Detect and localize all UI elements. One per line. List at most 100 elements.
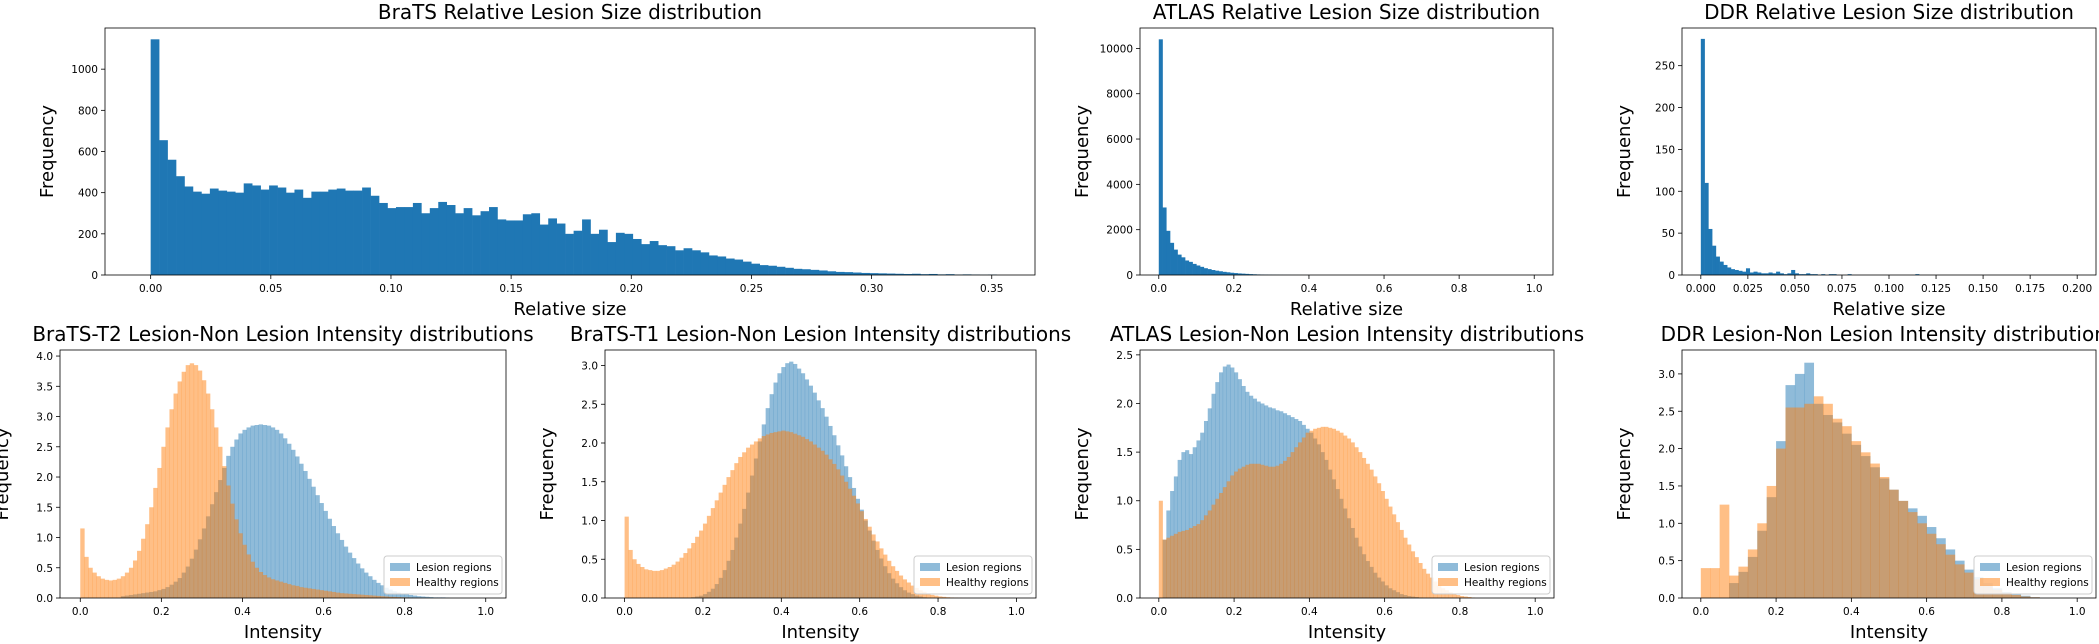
bar	[1841, 426, 1852, 598]
bar	[768, 265, 777, 275]
y-tick-label: 0.0	[581, 593, 598, 605]
bar	[861, 272, 870, 275]
bar	[1418, 562, 1423, 598]
bar	[343, 546, 349, 598]
bar	[226, 485, 231, 598]
legend-swatch	[1438, 563, 1458, 571]
bar	[1715, 256, 1720, 275]
bar	[734, 463, 739, 598]
bar	[1384, 498, 1389, 598]
bar	[878, 273, 887, 275]
bar	[1252, 463, 1257, 598]
chart-ddr-size: 0.000 0.025 0.050 0.075 0.100 0.125 0.150 0.175…	[1614, 0, 2097, 320]
bar	[1222, 487, 1227, 598]
bar	[1407, 544, 1412, 598]
bar	[628, 549, 633, 598]
bar	[319, 191, 329, 275]
bar	[400, 593, 405, 598]
bar	[351, 558, 357, 598]
bar	[658, 245, 667, 275]
bar	[472, 215, 481, 275]
bar	[266, 425, 272, 598]
bar	[2020, 596, 2031, 598]
bar	[1211, 393, 1216, 598]
bar	[150, 39, 160, 276]
bar	[1448, 592, 1453, 598]
legend-label: Healthy regions	[2006, 577, 2089, 589]
bar	[898, 575, 904, 598]
bar	[945, 274, 955, 275]
bar	[153, 487, 158, 598]
bar	[428, 597, 434, 598]
bar	[683, 248, 693, 275]
bar	[1222, 366, 1227, 598]
bar	[1395, 522, 1400, 598]
bar	[360, 594, 365, 598]
bar	[335, 533, 341, 598]
y-tick-label: 0.5	[1658, 556, 1675, 568]
bar	[789, 432, 794, 598]
bar	[548, 218, 557, 275]
series-0	[1700, 38, 1920, 275]
chart-atlas-size: 0.0 0.2 0.4 0.6 0.8 1.0 0 2000 4000 6000 8000 10000…	[1072, 0, 1554, 320]
bar	[104, 579, 109, 598]
bar	[368, 576, 373, 598]
bar	[1388, 506, 1393, 598]
bar	[920, 274, 930, 275]
bar	[205, 393, 211, 598]
x-tick-label: 0.20	[620, 283, 643, 295]
bar	[675, 250, 684, 275]
y-axis-label: Frequency	[537, 427, 558, 520]
legend: Lesion regions Healthy regions	[1431, 555, 1551, 595]
bar	[1188, 261, 1193, 275]
bar	[319, 590, 324, 598]
bar	[1215, 498, 1220, 598]
bar	[1234, 471, 1239, 598]
x-tick-label: 0.8	[1452, 606, 1469, 618]
bar	[1452, 594, 1457, 598]
legend-label: Healthy regions	[1464, 577, 1547, 589]
bar	[1162, 207, 1167, 275]
series-0	[1158, 39, 1310, 275]
bar	[675, 561, 680, 598]
bar	[1347, 438, 1352, 598]
legend-box	[1431, 555, 1551, 595]
bar	[193, 365, 199, 598]
bar	[607, 242, 617, 275]
y-tick-label: 0.5	[581, 554, 598, 566]
bar	[1286, 456, 1291, 598]
bar	[761, 436, 766, 598]
y-tick-label: 800	[78, 105, 98, 117]
bar	[355, 563, 361, 598]
x-tick-label: 0.0	[72, 606, 89, 618]
bar	[376, 595, 381, 598]
bar	[258, 571, 264, 598]
bar	[785, 431, 790, 598]
bar	[1907, 512, 1918, 598]
bar	[695, 536, 700, 598]
legend: Lesion regions Healthy regions	[913, 555, 1033, 595]
bar	[96, 576, 101, 598]
bar	[1828, 274, 1833, 275]
x-axis-label: Intensity	[1850, 622, 1929, 643]
bar	[347, 593, 353, 598]
bar	[372, 595, 377, 598]
bar	[234, 519, 239, 598]
bar	[751, 263, 761, 275]
legend-box	[383, 555, 503, 595]
bar	[1226, 272, 1231, 275]
bar	[644, 569, 649, 598]
bar	[1339, 432, 1344, 598]
bar	[730, 470, 735, 598]
bar	[734, 259, 744, 275]
bar	[1298, 442, 1303, 598]
bar	[1166, 537, 1171, 598]
bar	[380, 596, 385, 598]
bar	[1727, 267, 1732, 275]
bar	[887, 560, 892, 598]
x-tick-label: 1.0	[1526, 283, 1543, 295]
x-tick-label: 0.075	[1827, 283, 1857, 295]
legend-label: Lesion regions	[416, 562, 492, 574]
bar	[226, 191, 236, 275]
bar	[1761, 273, 1766, 275]
